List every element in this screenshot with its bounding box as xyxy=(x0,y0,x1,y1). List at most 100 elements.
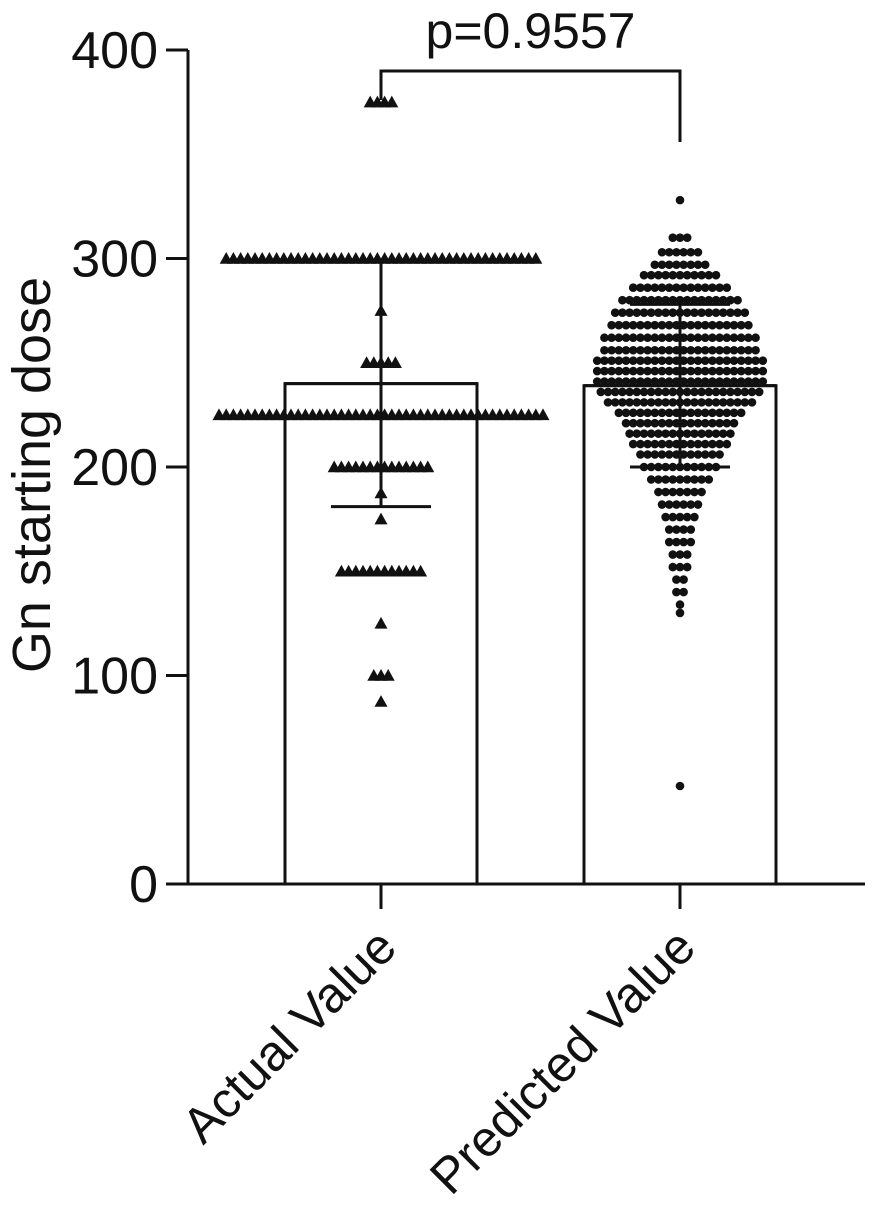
data-point-predicted xyxy=(693,345,703,355)
data-point-predicted xyxy=(646,295,656,305)
x-tick-label: Predicted Value xyxy=(419,918,706,1205)
data-point-predicted xyxy=(715,345,724,355)
data-point-predicted xyxy=(740,387,750,397)
data-point-predicted xyxy=(675,781,685,791)
data-point-predicted xyxy=(744,345,753,355)
data-point-predicted xyxy=(708,356,717,365)
data-point-predicted xyxy=(643,283,652,292)
data-point-predicted xyxy=(758,366,768,376)
data-point-predicted xyxy=(693,439,703,449)
data-point-predicted xyxy=(628,366,638,376)
data-point-predicted xyxy=(722,439,732,449)
data-point-predicted xyxy=(682,475,692,484)
data-point-predicted xyxy=(657,333,667,343)
data-point-predicted xyxy=(729,366,739,376)
data-point-predicted xyxy=(747,398,757,407)
data-point-predicted xyxy=(672,247,681,257)
data-point-predicted xyxy=(657,260,667,270)
data-point-predicted xyxy=(679,260,688,270)
data-point-predicted xyxy=(751,377,760,386)
data-point-predicted xyxy=(729,356,739,365)
data-point-predicted xyxy=(708,450,717,459)
data-point-predicted xyxy=(686,377,696,386)
p-value-label: p=0.9557 xyxy=(426,3,636,59)
data-point-predicted xyxy=(672,500,681,509)
data-point-predicted xyxy=(614,366,624,376)
data-point-predicted xyxy=(664,333,674,343)
data-point-predicted xyxy=(711,398,721,407)
data-point-predicted xyxy=(607,377,616,386)
data-point-predicted xyxy=(607,333,616,343)
data-point-predicted xyxy=(646,429,656,438)
data-point-predicted xyxy=(672,587,681,597)
data-point-predicted xyxy=(654,295,663,305)
data-point-predicted xyxy=(618,398,627,407)
data-point-predicted xyxy=(625,295,634,305)
data-point-predicted xyxy=(664,418,674,428)
data-point-predicted xyxy=(643,450,652,459)
data-point-predicted xyxy=(661,295,670,305)
data-point-predicted xyxy=(715,333,724,343)
data-point-predicted xyxy=(621,333,631,343)
data-point-predicted xyxy=(722,333,732,343)
data-point-predicted xyxy=(607,320,616,330)
data-point-predicted xyxy=(718,295,728,305)
data-point-predicted xyxy=(607,345,616,355)
data-point-predicted xyxy=(700,356,710,365)
data-point-predicted xyxy=(628,345,638,355)
data-point-predicted xyxy=(736,377,746,386)
data-point-predicted xyxy=(679,283,688,292)
data-point-predicted xyxy=(668,398,678,407)
data-point-predicted xyxy=(650,320,660,330)
data-point-predicted xyxy=(614,408,624,418)
data-point-predicted xyxy=(715,377,724,386)
data-point-predicted xyxy=(657,500,667,509)
x-tick-label: Actual Value xyxy=(171,918,406,1153)
data-point-predicted xyxy=(621,418,631,428)
data-point-predicted xyxy=(740,308,750,318)
data-point-predicted xyxy=(700,260,710,270)
data-point-predicted xyxy=(711,387,721,397)
data-point-predicted xyxy=(657,283,667,292)
data-point-predicted xyxy=(668,512,678,522)
y-tick-label: 200 xyxy=(71,439,158,497)
data-point-predicted xyxy=(700,450,710,459)
data-point-predicted xyxy=(657,320,667,330)
annotation-layer: p=0.9557 xyxy=(379,3,682,142)
data-point-predicted xyxy=(744,366,753,376)
data-point-predicted xyxy=(596,387,606,397)
data-point-predicted xyxy=(664,439,674,449)
data-point-predicted xyxy=(618,295,627,305)
data-point-predicted xyxy=(664,500,674,509)
data-point-predicted xyxy=(700,366,710,376)
data-point-predicted xyxy=(614,377,624,386)
data-point-predicted xyxy=(592,356,602,365)
data-point-predicted xyxy=(686,500,696,509)
data-point-predicted xyxy=(621,366,631,376)
data-point-predicted xyxy=(657,345,667,355)
data-point-predicted xyxy=(664,345,674,355)
data-point-predicted xyxy=(700,333,710,343)
data-point-predicted xyxy=(711,295,721,305)
bars-layer xyxy=(283,382,778,886)
data-point-predicted xyxy=(650,408,660,418)
data-point-predicted xyxy=(650,450,660,459)
data-point-predicted xyxy=(690,429,699,438)
data-point-predicted xyxy=(657,408,667,418)
data-point-predicted xyxy=(636,345,645,355)
data-point-predicted xyxy=(607,366,616,376)
data-point-predicted xyxy=(722,408,732,418)
data-point-predicted xyxy=(657,439,667,449)
data-point-predicted xyxy=(639,270,649,280)
data-point-predicted xyxy=(661,512,670,522)
data-point-predicted xyxy=(639,398,649,407)
data-point-predicted xyxy=(708,377,717,386)
data-point-predicted xyxy=(736,320,746,330)
data-point-predicted xyxy=(693,333,703,343)
data-point-predicted xyxy=(628,333,638,343)
data-point-predicted xyxy=(711,429,721,438)
data-point-predicted xyxy=(636,377,645,386)
data-point-predicted xyxy=(718,308,728,318)
data-point-predicted xyxy=(664,283,674,292)
